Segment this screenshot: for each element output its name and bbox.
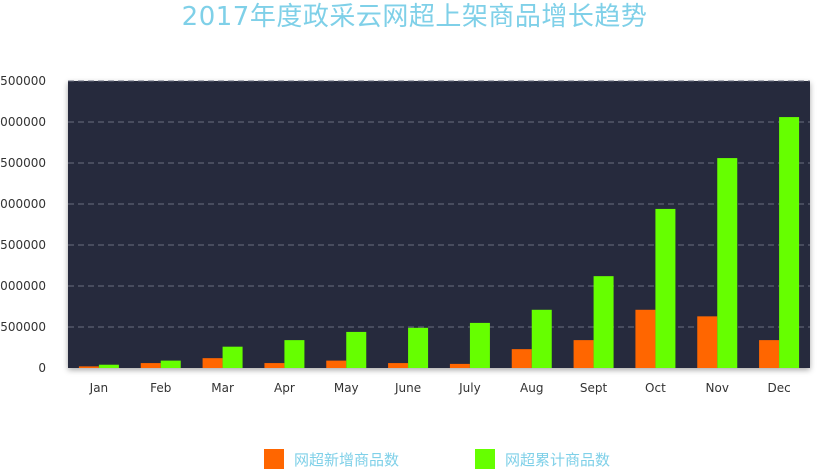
bar-new-oct[interactable]	[635, 310, 655, 368]
bar-chart: 0 500000 1000000 1500000 2000000 2500000 30000…	[0, 0, 829, 445]
x-tick-label: Sept	[580, 381, 608, 395]
x-tick-label: Apr	[274, 381, 295, 395]
bar-new-aug[interactable]	[512, 349, 532, 368]
x-tick-label: July	[458, 381, 481, 395]
x-tick-label: Aug	[520, 381, 543, 395]
bar-cumulative-jan[interactable]	[99, 365, 119, 368]
bar-cumulative-nov[interactable]	[717, 158, 737, 368]
bar-new-dec[interactable]	[759, 340, 779, 368]
x-tick-label: Mar	[211, 381, 234, 395]
bar-new-june[interactable]	[388, 363, 408, 368]
x-tick-label: Dec	[767, 381, 790, 395]
bar-new-apr[interactable]	[264, 363, 284, 368]
legend-label-cumulative: 网超累计商品数	[505, 449, 610, 470]
bar-cumulative-may[interactable]	[346, 332, 366, 368]
bar-cumulative-july[interactable]	[470, 323, 490, 368]
bar-cumulative-dec[interactable]	[779, 117, 799, 368]
bar-cumulative-feb[interactable]	[161, 361, 181, 368]
bar-cumulative-sept[interactable]	[594, 276, 614, 368]
x-tick-label: June	[394, 381, 421, 395]
x-axis: Jan Feb Mar Apr May June July Aug Sept Oct Nov Dec	[89, 381, 791, 395]
bar-new-nov[interactable]	[697, 316, 717, 368]
legend-item-cumulative[interactable]: 网超累计商品数	[475, 448, 610, 470]
legend-label-new: 网超新增商品数	[294, 449, 399, 470]
legend-swatch-cumulative	[475, 449, 495, 469]
y-tick-label: 1000000	[0, 279, 46, 293]
x-tick-label: May	[334, 381, 359, 395]
legend-swatch-new	[264, 449, 284, 469]
y-tick-label: 3500000	[0, 74, 46, 88]
y-tick-label: 2500000	[0, 156, 46, 170]
bar-cumulative-june[interactable]	[408, 328, 428, 368]
bar-new-july[interactable]	[450, 364, 470, 368]
x-tick-label: Oct	[645, 381, 666, 395]
x-tick-label: Nov	[706, 381, 729, 395]
bar-cumulative-mar[interactable]	[223, 347, 243, 368]
y-tick-label: 2000000	[0, 197, 46, 211]
y-tick-label: 0	[38, 361, 46, 375]
bar-new-may[interactable]	[326, 361, 346, 368]
y-axis: 0 500000 1000000 1500000 2000000 2500000 30000…	[0, 74, 46, 375]
bar-new-sept[interactable]	[574, 340, 594, 368]
bar-new-feb[interactable]	[141, 363, 161, 368]
x-tick-label: Jan	[89, 381, 109, 395]
bar-cumulative-aug[interactable]	[532, 310, 552, 368]
y-tick-label: 1500000	[0, 238, 46, 252]
y-tick-label: 3000000	[0, 115, 46, 129]
y-tick-label: 500000	[0, 320, 46, 334]
bar-new-jan[interactable]	[79, 366, 99, 368]
bar-new-mar[interactable]	[203, 358, 223, 368]
x-tick-label: Feb	[150, 381, 171, 395]
bar-cumulative-oct[interactable]	[655, 209, 675, 368]
legend-item-new[interactable]: 网超新增商品数	[264, 448, 399, 470]
bar-cumulative-apr[interactable]	[284, 340, 304, 368]
